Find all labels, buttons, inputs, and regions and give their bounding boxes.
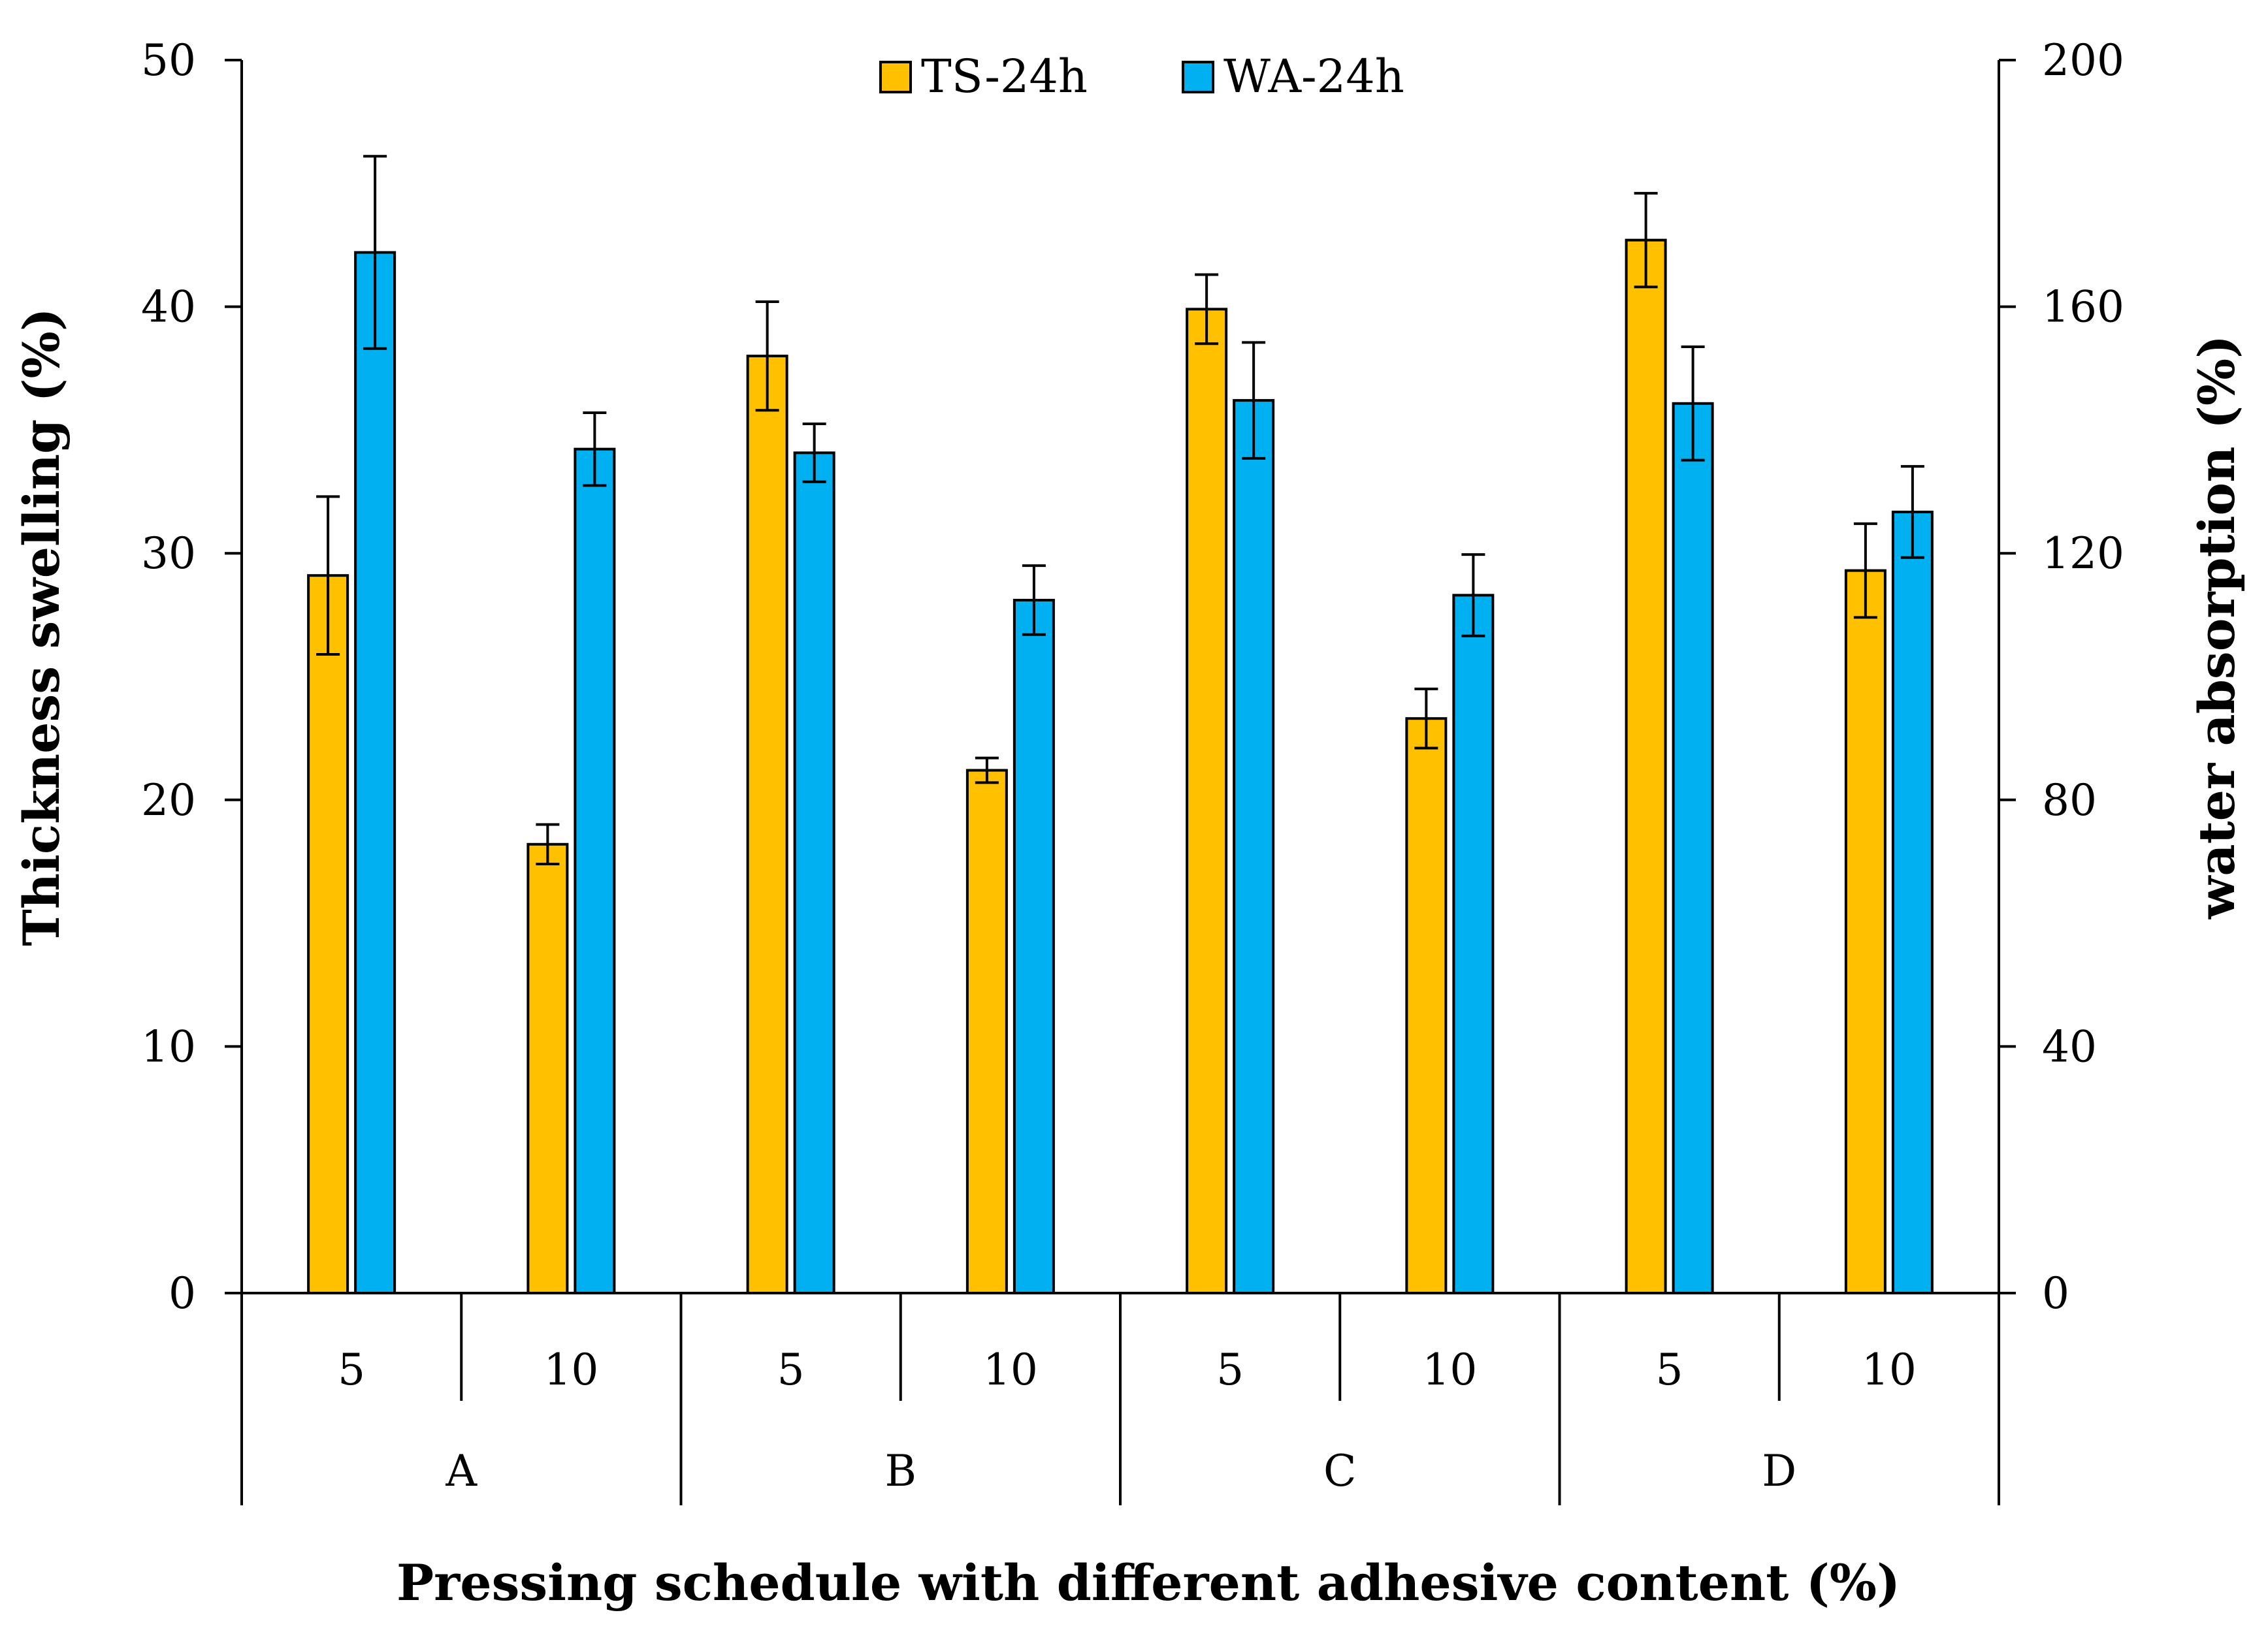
x-tick-label: 10 xyxy=(983,1345,1038,1395)
y-tick-label-right: 0 xyxy=(2042,1268,2069,1319)
x-tick-label: 10 xyxy=(1422,1345,1477,1395)
x-tick-label: 5 xyxy=(1656,1345,1683,1395)
error-bars-layer xyxy=(316,155,1924,865)
y-tick-label-left: 10 xyxy=(141,1021,196,1072)
y-tick-label-left: 40 xyxy=(141,282,196,332)
wa-bar-5 xyxy=(1233,399,1275,1294)
x-tick-label: 5 xyxy=(777,1345,805,1395)
x-axis-title: Pressing schedule with different adhesiv… xyxy=(397,1554,1900,1612)
wa-bar-2 xyxy=(574,447,616,1295)
wa-bar-3 xyxy=(793,451,835,1294)
ts-bar-2 xyxy=(526,842,569,1294)
ts-bar-3 xyxy=(746,355,788,1294)
legend-swatch-wa xyxy=(1182,61,1214,93)
bars-layer xyxy=(307,238,1934,1295)
y-tick-label-left: 50 xyxy=(141,35,196,86)
x-tick-label: 5 xyxy=(1216,1345,1244,1395)
ts-bar-6 xyxy=(1405,717,1448,1294)
wa-bar-7 xyxy=(1672,402,1714,1294)
x-tick-label: 10 xyxy=(543,1345,598,1395)
ts-bar-8 xyxy=(1844,569,1887,1295)
y-tick-label-left: 20 xyxy=(141,775,196,825)
wa-bar-4 xyxy=(1012,598,1055,1294)
wa-bar-1 xyxy=(354,251,397,1295)
tick-labels-layer: 0 10 20 30 40 50 0 40 80 120 160 200 5 10 5 10 5 10 5 10 A B C… xyxy=(141,35,2124,1496)
ts-bar-7 xyxy=(1625,238,1667,1295)
wa-bar-6 xyxy=(1452,594,1495,1295)
group-label-D: D xyxy=(1762,1446,1796,1496)
wa-bar-8 xyxy=(1891,510,1934,1294)
y-tick-label-left: 0 xyxy=(169,1268,196,1319)
y-tick-label-right: 120 xyxy=(2042,528,2124,579)
legend-label-ts: TS-24h xyxy=(921,50,1088,103)
legend-swatch-ts xyxy=(879,61,912,93)
y-axis-title-right: water absorption (%) xyxy=(2188,335,2246,920)
axes-layer xyxy=(225,59,2016,1505)
y-axis-title-left: Thickness swelling (%) xyxy=(12,308,71,946)
y-tick-label-right: 160 xyxy=(2042,282,2124,332)
x-tick-label: 10 xyxy=(1862,1345,1917,1395)
y-tick-label-right: 200 xyxy=(2042,35,2124,86)
group-label-A: A xyxy=(445,1446,478,1496)
y-tick-label-left: 30 xyxy=(141,528,196,579)
y-tick-label-right: 80 xyxy=(2042,775,2097,825)
y-tick-label-right: 40 xyxy=(2042,1021,2097,1072)
group-label-C: C xyxy=(1323,1446,1357,1496)
ts-bar-4 xyxy=(965,769,1008,1295)
ts-bar-1 xyxy=(307,574,349,1295)
legend: TS-24h WA-24h xyxy=(879,50,1404,103)
group-label-B: B xyxy=(884,1446,916,1496)
legend-label-wa: WA-24h xyxy=(1223,50,1404,103)
ts-bar-5 xyxy=(1186,308,1228,1295)
x-tick-label: 5 xyxy=(338,1345,365,1395)
